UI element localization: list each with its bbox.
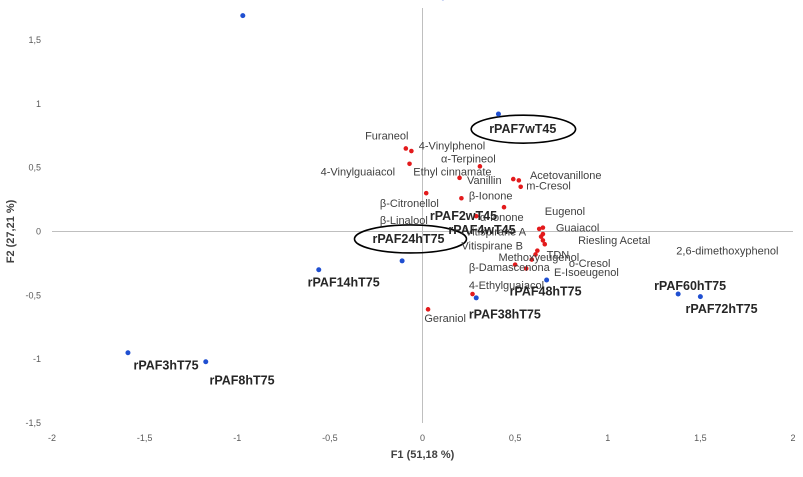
observation-label: rPAF38hT75 — [469, 307, 541, 321]
observation-label: rPAF14hT75 — [308, 275, 380, 289]
highlight-ellipses — [353, 114, 577, 254]
variable-point — [542, 241, 548, 247]
variable-point — [529, 257, 535, 262]
observation-point — [544, 277, 550, 283]
variable-label: 4-Vinylguaiacol — [321, 166, 395, 178]
x-tick-label: 1 — [605, 433, 610, 443]
variable-label: Eugenol — [545, 206, 585, 218]
observation-label: rPAF3hT75 — [134, 358, 199, 372]
y-tick-label: 1,5 — [28, 35, 41, 45]
variable-point — [518, 184, 523, 190]
variable-point — [473, 213, 479, 219]
y-axis-title: F2 (27,21 %) — [5, 199, 17, 263]
variable-label: Riesling Acetal — [578, 235, 650, 247]
x-tick-label: 1,5 — [694, 433, 707, 443]
variable-point — [540, 238, 546, 243]
variable-point — [409, 148, 414, 154]
variable-label: Methoxyeugenol — [498, 252, 579, 264]
variable-point — [533, 252, 538, 257]
observation-point — [697, 294, 703, 300]
variable-label: 4-Vinylphenol — [419, 141, 485, 153]
x-tick-label: -2 — [48, 433, 56, 443]
point-labels: Furaneol 4-Vinylphenol 4-Vinylguaiacol Ethy… — [134, 122, 779, 388]
observation-point — [399, 258, 405, 264]
observation-label: rPAF60hT75 — [654, 279, 726, 293]
variable-label: o-Cresol — [569, 258, 611, 270]
variable-point — [459, 195, 464, 201]
variable-label: Guaiacol — [556, 222, 599, 234]
x-tick-label: -1,5 — [137, 433, 153, 443]
variable-point — [425, 307, 431, 312]
x-tick-label: 0,5 — [509, 433, 522, 443]
variable-point — [407, 161, 412, 167]
observation-point — [473, 295, 479, 301]
variable-label: Acetovanillone — [530, 170, 602, 182]
variable-label: β-Citronellol — [380, 198, 439, 210]
observation-label: rPAF8hT75 — [209, 374, 274, 388]
observation-point — [495, 111, 501, 117]
x-tick-label: -1 — [233, 433, 241, 443]
variable-label: Ethyl cinnamate — [413, 166, 491, 178]
data-points — [125, 0, 703, 365]
variable-point — [501, 204, 507, 210]
y-tick-label: 0,5 — [28, 163, 41, 173]
variable-label: β-Linalool — [380, 215, 428, 227]
variable-point — [510, 176, 516, 182]
observation-label: rPAF4wT45 — [448, 223, 515, 237]
y-tick-label: 0 — [36, 226, 41, 236]
variable-label: TDN — [547, 249, 570, 261]
observation-point — [316, 267, 322, 273]
variable-point — [457, 175, 462, 181]
observation-point — [675, 291, 681, 297]
observation-label: rPAF7wT45 — [489, 122, 556, 136]
x-tick-label: -0,5 — [322, 433, 338, 443]
variable-label: Vanillin — [467, 175, 502, 187]
variable-label: Geraniol — [424, 313, 466, 325]
variable-point — [470, 291, 475, 297]
variable-label: E-Isoeugenol — [554, 267, 619, 279]
y-tick-label: -1,5 — [25, 418, 41, 428]
variable-label: 2,6-dimethoxyphenol — [676, 245, 778, 257]
variable-point — [536, 226, 542, 232]
variable-label: β-Ionone — [469, 191, 513, 203]
observation-point — [240, 13, 246, 19]
axes — [52, 8, 793, 423]
variable-point — [540, 225, 546, 230]
variable-point — [516, 178, 522, 183]
x-tick-label: 2 — [790, 433, 795, 443]
highlight-ellipse — [470, 114, 577, 144]
variable-label: α-Ionone — [480, 212, 524, 224]
x-tick-label: 0 — [420, 433, 425, 443]
variable-label: m-Cresol — [526, 180, 571, 192]
observation-point — [125, 350, 131, 356]
observation-label: rPAF2wT45 — [430, 209, 497, 223]
observation-point — [203, 359, 209, 365]
variable-point — [403, 146, 409, 151]
variable-label: Vitispirane B — [461, 240, 523, 252]
y-tick-label: 1 — [36, 99, 41, 109]
variable-point — [512, 262, 518, 267]
variable-point — [523, 266, 529, 271]
observation-label: rPAF48hT75 — [510, 284, 582, 298]
y-tick-label: -0,5 — [25, 290, 41, 300]
variable-label: Furaneol — [365, 131, 408, 143]
variable-point — [538, 234, 544, 239]
variable-point — [477, 164, 483, 169]
x-axis-title: F1 (51,18 %) — [391, 449, 455, 461]
observation-label: rPAF24hT75 — [372, 232, 444, 246]
variable-label: 4-Ethylguaiacol — [469, 280, 544, 292]
variable-label: β-Damascenona — [469, 262, 551, 274]
highlight-ellipse — [353, 224, 468, 254]
variable-point — [535, 248, 540, 253]
tick-labels: -2 -1,5 -1 -0,5 0 0,5 1 1,5 2 -1,5 -1 -0,5 0 0,5 1 1,5 — [25, 35, 795, 443]
variable-label: Vitispirane A — [465, 226, 527, 238]
observation-label: rPAF72hT75 — [686, 302, 758, 316]
variable-label: α-Terpineol — [441, 154, 496, 166]
variable-point — [423, 190, 429, 196]
y-tick-label: -1 — [33, 354, 41, 364]
